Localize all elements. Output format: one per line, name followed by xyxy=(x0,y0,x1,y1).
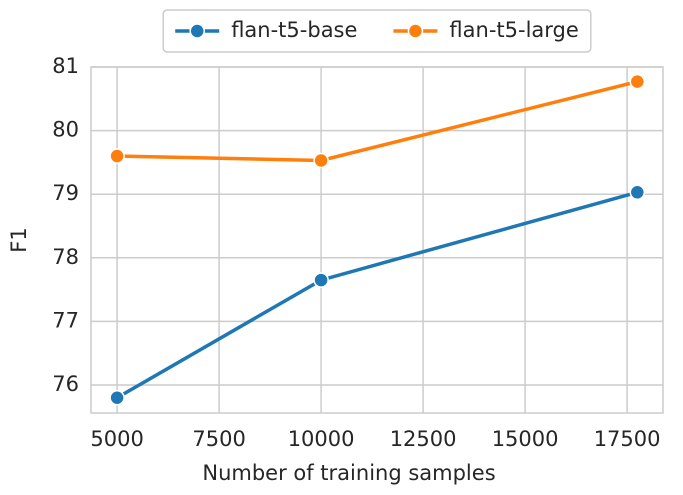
x-tick-label: 7500 xyxy=(192,427,245,451)
y-tick-label: 79 xyxy=(52,181,79,205)
x-tick-label: 15000 xyxy=(492,427,559,451)
legend-marker xyxy=(407,23,424,39)
y-tick-label: 78 xyxy=(52,245,79,269)
legend-marker xyxy=(189,23,205,39)
legend: flan-t5-base flan-t5-large xyxy=(162,9,592,53)
series-line xyxy=(116,190,638,400)
x-tick-label: 12500 xyxy=(390,427,457,451)
data-point xyxy=(109,148,125,164)
x-tick-label: 17500 xyxy=(594,427,661,451)
y-axis-label: F1 xyxy=(7,227,31,252)
legend-label: flan-t5-large xyxy=(449,18,578,42)
x-tick-label: 5000 xyxy=(90,427,143,451)
x-tick-label: 10000 xyxy=(288,427,355,451)
data-point xyxy=(629,184,646,201)
legend-label: flan-t5-base xyxy=(231,18,357,42)
plot-frame xyxy=(90,66,664,414)
data-point xyxy=(313,152,329,169)
data-point xyxy=(109,389,125,406)
y-tick-label: 81 xyxy=(52,54,79,78)
legend-box xyxy=(162,9,592,53)
y-tick-label: 77 xyxy=(52,308,79,332)
data-point xyxy=(629,73,646,90)
data-point xyxy=(313,272,329,288)
y-tick-label: 76 xyxy=(52,372,79,396)
y-tick-label: 80 xyxy=(52,118,79,142)
series-line xyxy=(117,79,638,163)
x-axis-label: Number of training samples xyxy=(202,461,495,485)
